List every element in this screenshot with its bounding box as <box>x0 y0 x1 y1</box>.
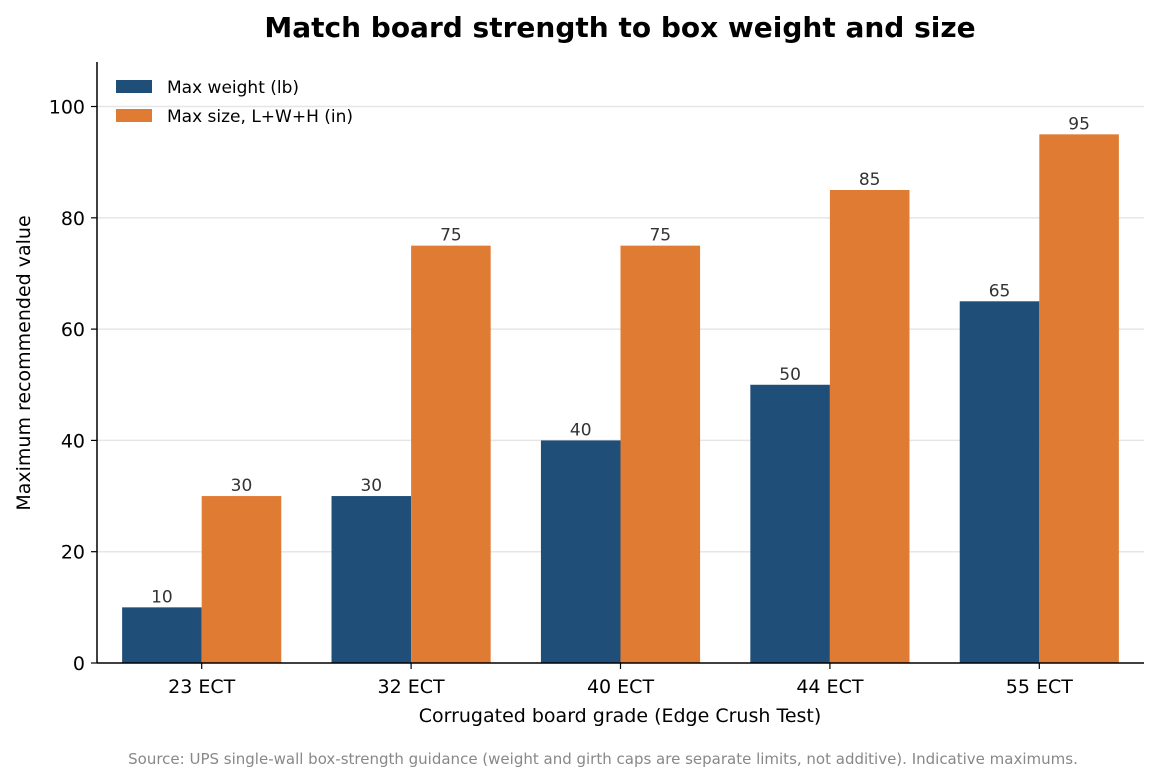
bar-value-label: 10 <box>151 587 173 607</box>
legend-label: Max size, L+W+H (in) <box>167 107 353 127</box>
bar-value-label: 75 <box>440 226 462 246</box>
bar-max-weight <box>959 301 1040 663</box>
y-tick-label: 0 <box>73 653 85 675</box>
bar-value-label: 50 <box>779 365 801 385</box>
x-tick-label: 40 ECT <box>587 676 654 698</box>
bar-max-size <box>829 189 910 664</box>
bars <box>122 134 1119 664</box>
x-axis-label: Corrugated board grade (Edge Crush Test) <box>419 705 822 727</box>
bar-value-label: 85 <box>859 170 881 190</box>
y-tick-label: 80 <box>61 208 85 230</box>
bar-value-label: 65 <box>989 281 1011 301</box>
x-tick-label: 55 ECT <box>1006 676 1073 698</box>
x-tick-label: 32 ECT <box>378 676 445 698</box>
legend-label: Max weight (lb) <box>167 78 299 98</box>
chart-title: Match board strength to box weight and s… <box>264 11 975 44</box>
source-note: Source: UPS single-wall box-strength gui… <box>128 750 1078 768</box>
y-tick-label: 20 <box>61 542 85 564</box>
legend-swatch <box>116 109 152 122</box>
bar-max-size <box>411 245 491 663</box>
y-tick-label: 60 <box>61 319 85 341</box>
bar-value-label: 30 <box>360 476 382 496</box>
x-tick-label: 23 ECT <box>168 676 235 698</box>
axes: 0 20 40 60 80 100 23 ECT 32 ECT 40 ECT 44 ECT 55 E… <box>49 62 1144 698</box>
bar-value-label: 95 <box>1068 114 1090 134</box>
bar-max-size <box>1039 134 1119 663</box>
bar-value-label: 75 <box>649 226 671 246</box>
bar-max-weight <box>750 384 830 663</box>
bar-max-size <box>620 245 701 663</box>
legend-swatch <box>116 80 152 93</box>
legend: Max weight (lb) Max size, L+W+H (in) <box>116 78 353 127</box>
bar-value-label: 30 <box>231 476 253 496</box>
data-labels: 10 30 30 75 40 75 50 85 65 95 <box>151 114 1090 607</box>
bar-max-size <box>201 496 282 663</box>
y-tick-label: 40 <box>61 430 85 452</box>
bar-value-label: 40 <box>570 420 592 440</box>
y-tick-label: 100 <box>49 97 85 119</box>
x-tick-label: 44 ECT <box>796 676 863 698</box>
y-axis-label: Maximum recommended value <box>13 215 35 510</box>
bar-max-weight <box>122 607 202 663</box>
bar-max-weight <box>331 496 412 663</box>
bar-max-weight <box>540 440 621 663</box>
